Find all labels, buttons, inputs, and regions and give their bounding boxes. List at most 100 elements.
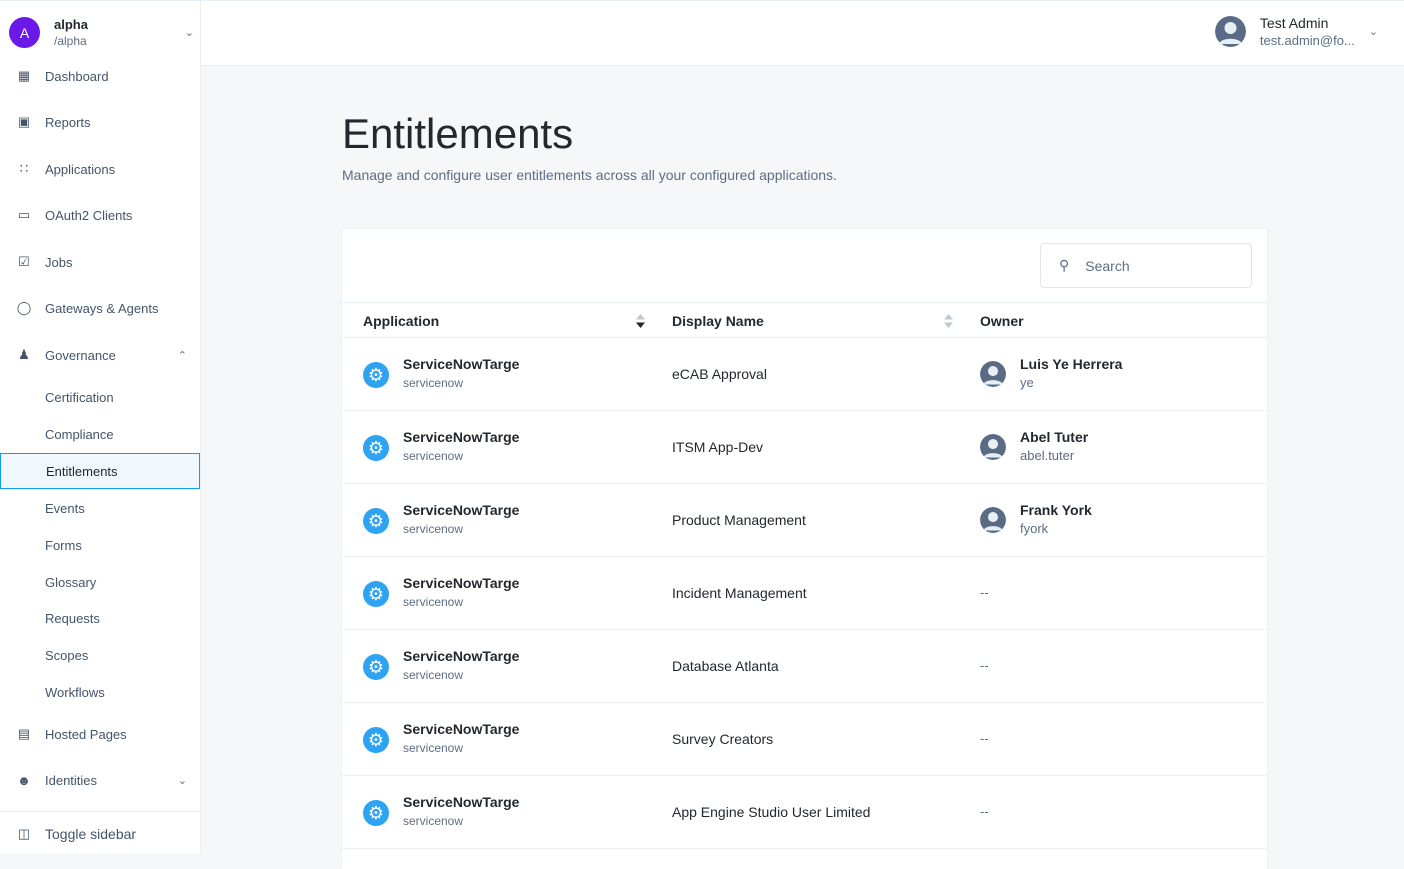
owner-username: abel.tuter: [1020, 448, 1075, 463]
display-name: Product Management: [672, 512, 806, 528]
owner-avatar: [980, 361, 1006, 387]
application-type: servicenow: [403, 595, 464, 609]
owner-empty: --: [980, 585, 989, 600]
sidebar-item-applications[interactable]: ∷ Applications: [0, 151, 200, 187]
gear-icon: ⚙: [363, 362, 389, 388]
sidebar-toggle-icon: ◫: [17, 826, 31, 841]
display-name: Survey Creators: [672, 731, 774, 747]
realm-avatar: A: [9, 17, 40, 48]
owner-username: fyork: [1020, 521, 1049, 536]
sidebar-item-gateways-agents[interactable]: ◯ Gateways & Agents: [16, 300, 159, 316]
application-type: servicenow: [403, 668, 464, 682]
page-subtitle: Manage and configure user entitlements a…: [342, 167, 837, 183]
sort-icon[interactable]: [636, 314, 645, 328]
sidebar-item-forms[interactable]: Forms: [45, 537, 82, 553]
application-type: servicenow: [403, 376, 464, 390]
application-name: ServiceNowTarge: [403, 502, 520, 518]
sidebar-item-glossary[interactable]: Glossary: [45, 574, 97, 590]
shield-check-icon: ◯: [16, 300, 32, 315]
sidebar-item-governance[interactable]: ♟ Governance ⌃: [0, 337, 200, 373]
application-type: servicenow: [403, 449, 464, 463]
owner-avatar: [980, 434, 1006, 460]
application-name: ServiceNowTarge: [403, 721, 520, 737]
search-input[interactable]: [1085, 257, 1236, 274]
display-name: ITSM App-Dev: [672, 439, 764, 455]
table-row[interactable]: ⚙ ServiceNowTarge servicenow eCAB Approval L…: [342, 338, 1267, 411]
dashboard-icon: ▦: [17, 68, 31, 83]
top-bar: Test Admin test.admin@fo... ⌄: [201, 0, 1404, 66]
column-owner: Owner: [980, 313, 1024, 329]
application-name: ServiceNowTarge: [403, 648, 520, 664]
chevron-down-icon: ⌄: [177, 774, 187, 787]
chevron-up-icon: ⌃: [177, 349, 187, 362]
owner-empty: --: [980, 804, 989, 819]
divider: [0, 811, 200, 812]
toggle-sidebar-button[interactable]: ◫ Toggle sidebar: [17, 826, 137, 842]
table-row[interactable]: ⚙ ServiceNowTarge servicenow Database Atlan…: [342, 630, 1267, 703]
user-email: test.admin@fo...: [1259, 33, 1355, 48]
gear-icon: ⚙: [363, 508, 389, 534]
chevron-down-icon: ⌄: [184, 27, 194, 39]
chevron-down-icon: ⌄: [1368, 26, 1378, 38]
owner-avatar: [980, 507, 1006, 533]
sidebar-item-compliance[interactable]: Compliance: [45, 426, 114, 442]
application-name: ServiceNowTarge: [403, 575, 520, 591]
person-check-icon: ♟: [18, 347, 30, 362]
application-name: ServiceNowTarge: [403, 794, 520, 810]
display-name: App Engine Studio User Limited: [672, 804, 871, 820]
display-name: Database Atlanta: [672, 658, 779, 674]
table-header: Application Display Name Owner: [342, 302, 1267, 338]
application-type: servicenow: [403, 741, 464, 755]
search-icon: ⚲: [1059, 257, 1070, 273]
user-menu[interactable]: Test Admin test.admin@fo... ⌄: [1214, 15, 1378, 48]
sidebar-item-oauth2-clients[interactable]: ▭ OAuth2 Clients: [17, 207, 133, 223]
owner-username: ye: [1020, 375, 1034, 390]
owner-empty: --: [980, 731, 989, 746]
column-application[interactable]: Application: [363, 313, 440, 329]
user-name: Test Admin: [1259, 15, 1329, 31]
sidebar-item-dashboard[interactable]: ▦ Dashboard: [17, 68, 109, 84]
search-box[interactable]: ⚲: [1040, 243, 1252, 288]
gear-icon: ⚙: [363, 654, 389, 680]
sidebar-item-events[interactable]: Events: [45, 500, 85, 516]
page-icon: ▤: [17, 726, 31, 741]
sidebar-item-scopes[interactable]: Scopes: [45, 647, 89, 663]
gear-icon: ⚙: [363, 581, 389, 607]
page-title: Entitlements: [342, 110, 574, 157]
application-name: ServiceNowTarge: [403, 356, 520, 372]
display-name: eCAB Approval: [672, 366, 767, 382]
owner-name: Frank York: [1020, 502, 1092, 518]
realm-path: /alpha: [54, 34, 87, 48]
gear-icon: ⚙: [363, 800, 389, 826]
owner-empty: --: [980, 658, 989, 673]
realm-switcher[interactable]: A alpha /alpha ⌄: [9, 17, 194, 48]
sidebar-item-identities[interactable]: ☻ Identities ⌄: [17, 772, 187, 788]
table-row[interactable]: ⚙ ServiceNowTarge servicenow ITSM App-Dev Ab…: [342, 411, 1267, 484]
entitlements-card: ⚲ Application Display Name Owner ⚙ Servic…: [342, 229, 1267, 869]
reports-icon: ▣: [17, 114, 31, 129]
calendar-check-icon: ☑: [18, 254, 30, 269]
table-row[interactable]: ⚙ ServiceNowTarge servicenow Product Manage…: [342, 484, 1267, 557]
table-row[interactable]: ⚙ ServiceNowTarge servicenow Incident Manag…: [342, 557, 1267, 630]
sidebar-item-entitlements[interactable]: Entitlements: [0, 453, 200, 489]
table-row[interactable]: ⚙ ServiceNowTarge servicenow App Engine Stu…: [342, 776, 1267, 849]
column-display-name[interactable]: Display Name: [672, 313, 764, 329]
realm-name: alpha: [54, 17, 88, 32]
display-name: Incident Management: [672, 585, 807, 601]
gear-icon: ⚙: [363, 435, 389, 461]
sidebar-item-reports[interactable]: ▣ Reports: [17, 114, 91, 130]
people-icon: ☻: [17, 772, 31, 788]
sidebar-item-requests[interactable]: Requests: [45, 610, 100, 626]
owner-name: Abel Tuter: [1020, 429, 1089, 445]
sidebar-item-workflows[interactable]: Workflows: [45, 684, 105, 700]
table-row[interactable]: ⚙ ServiceNowTarge servicenow Survey Creator…: [342, 703, 1267, 776]
window-icon: ▭: [17, 207, 31, 222]
application-type: servicenow: [403, 522, 464, 536]
owner-name: Luis Ye Herrera: [1020, 356, 1123, 372]
apps-grid-icon: ∷: [19, 161, 29, 176]
sidebar: A alpha /alpha ⌄ ▦ Dashboard ▣ Reports ∷ Appl…: [0, 0, 201, 853]
sort-icon[interactable]: [944, 314, 953, 328]
sidebar-item-jobs[interactable]: ☑ Jobs: [0, 244, 200, 280]
sidebar-item-hosted-pages[interactable]: ▤ Hosted Pages: [17, 726, 127, 742]
sidebar-item-certification[interactable]: Certification: [45, 389, 114, 405]
